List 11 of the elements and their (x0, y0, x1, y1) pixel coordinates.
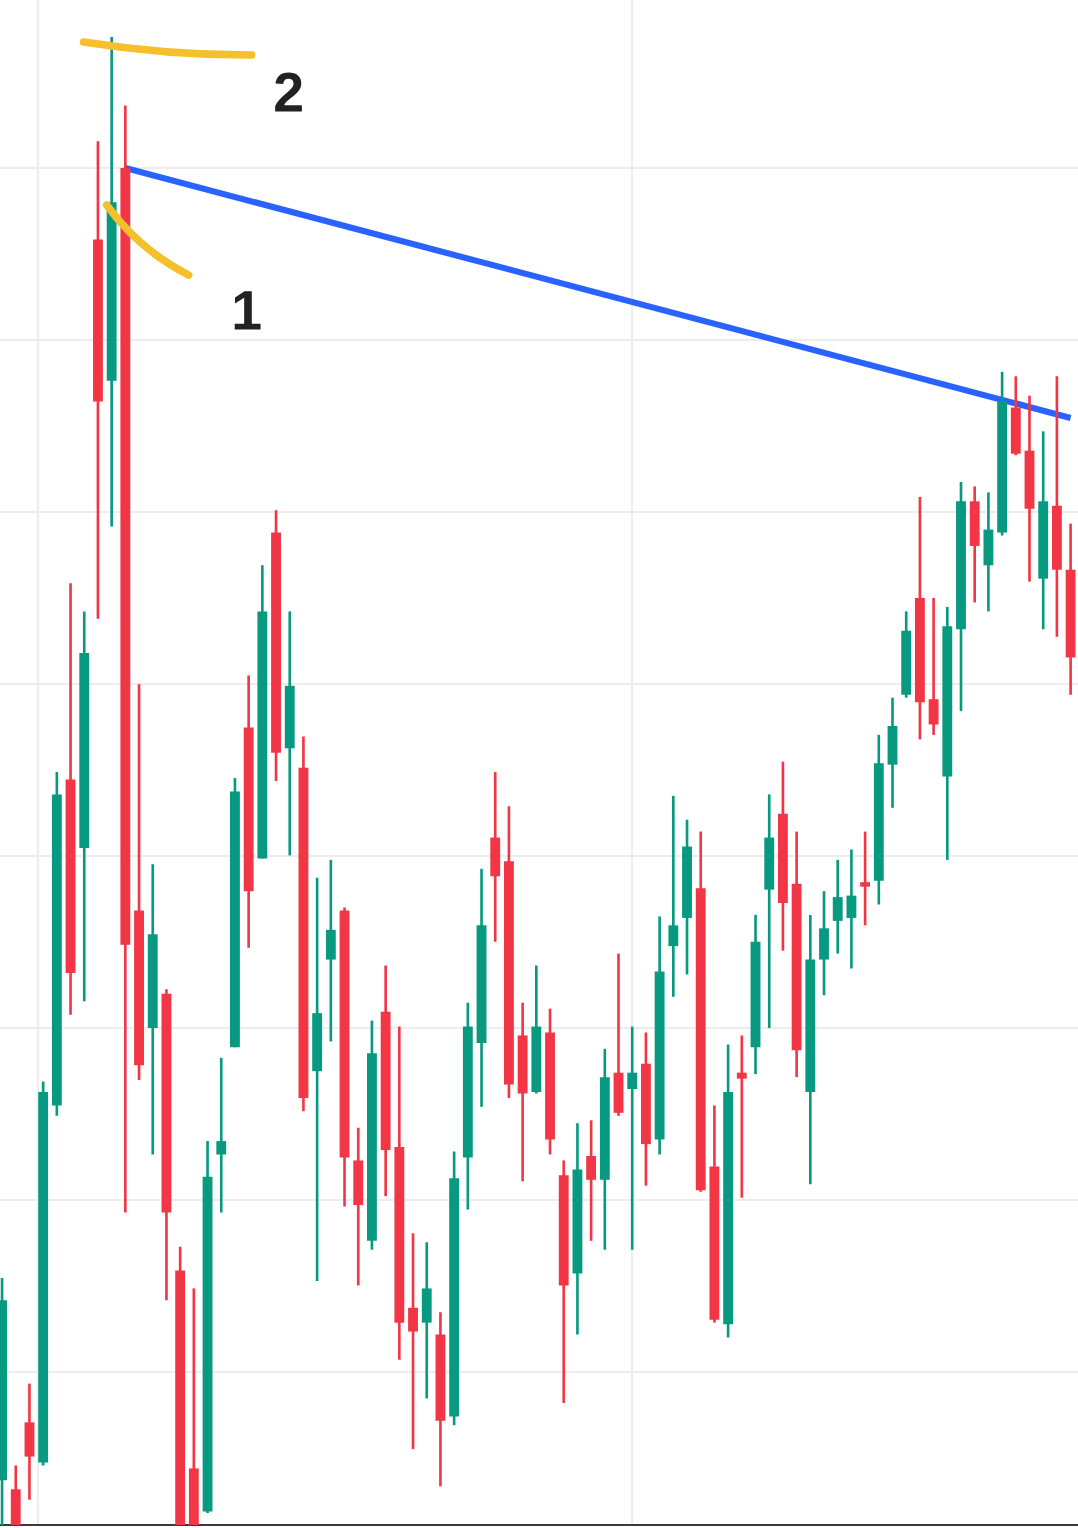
annotation: 2 (275, 72, 302, 112)
candlestick (216, 1056, 227, 1214)
candlestick (586, 1118, 597, 1243)
annotation: 1 (234, 291, 261, 330)
candlestick (627, 1025, 638, 1252)
candlestick (668, 794, 679, 999)
candlestick (832, 858, 843, 955)
candlestick (860, 830, 871, 927)
candlestick (408, 1232, 418, 1451)
candlestick (846, 848, 857, 970)
candlestick (736, 1034, 747, 1199)
